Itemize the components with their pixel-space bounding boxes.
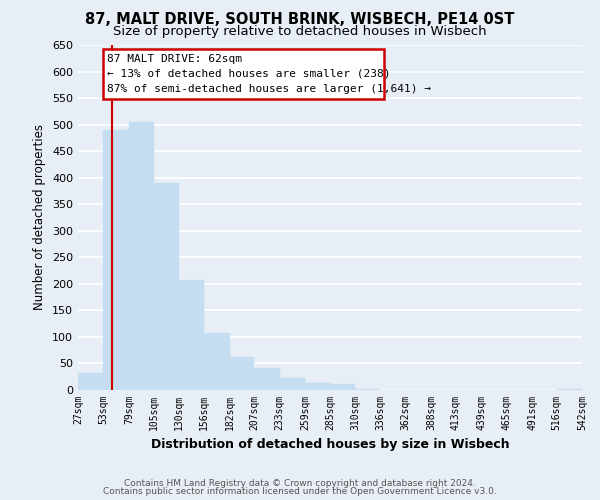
X-axis label: Distribution of detached houses by size in Wisbech: Distribution of detached houses by size … <box>151 438 509 452</box>
Bar <box>204 333 230 390</box>
Bar <box>254 368 280 390</box>
Bar <box>557 389 582 390</box>
Text: Contains public sector information licensed under the Open Government Licence v3: Contains public sector information licen… <box>103 487 497 496</box>
Bar <box>280 378 305 390</box>
Bar <box>331 384 355 390</box>
Y-axis label: Number of detached properties: Number of detached properties <box>34 124 46 310</box>
Bar <box>154 183 179 390</box>
Bar <box>78 373 103 390</box>
Bar <box>230 357 254 390</box>
Bar <box>179 280 204 390</box>
FancyBboxPatch shape <box>103 48 385 99</box>
Bar <box>103 130 129 390</box>
Text: 87, MALT DRIVE, SOUTH BRINK, WISBECH, PE14 0ST: 87, MALT DRIVE, SOUTH BRINK, WISBECH, PE… <box>85 12 515 28</box>
Text: Size of property relative to detached houses in Wisbech: Size of property relative to detached ho… <box>113 25 487 38</box>
Bar <box>129 122 154 390</box>
Text: 87 MALT DRIVE: 62sqm
← 13% of detached houses are smaller (238)
87% of semi-deta: 87 MALT DRIVE: 62sqm ← 13% of detached h… <box>107 54 431 94</box>
Text: Contains HM Land Registry data © Crown copyright and database right 2024.: Contains HM Land Registry data © Crown c… <box>124 478 476 488</box>
Bar <box>305 382 331 390</box>
